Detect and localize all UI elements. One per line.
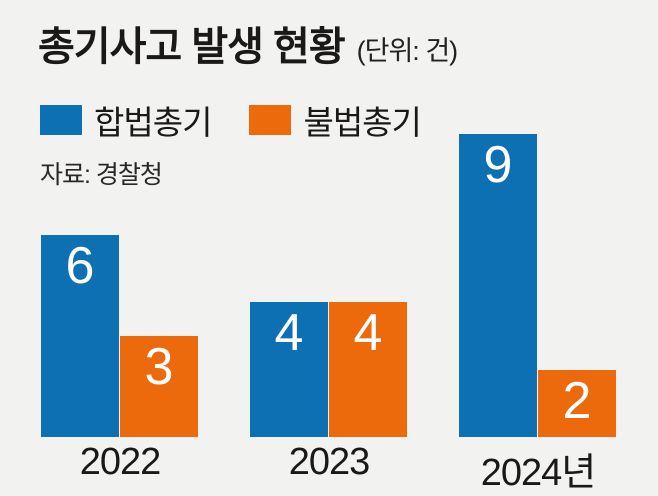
bar-legal-2023: 4 [250,302,328,437]
bar-illegal-2022: 3 [120,336,198,437]
chart-header: 총기사고 발생 현황 (단위: 건) [38,14,459,72]
chart-title: 총기사고 발생 현황 [38,25,346,69]
bar-illegal-2023: 4 [329,302,407,437]
x-axis-label-2022: 2022 [79,441,162,483]
bar-value-label: 6 [65,237,95,295]
chart-unit-label: (단위: 건) [356,36,459,66]
bar-value-label: 9 [483,136,513,194]
bar-value-label: 4 [274,304,304,362]
x-axis-label-2024: 2024년 [480,452,597,494]
x-axis-label-2023: 2023 [288,441,371,483]
legend-item-legal: 합법총기 [40,96,212,144]
legend: 합법총기 불법총기 [40,96,422,144]
bar-legal-2024: 9 [459,134,537,437]
bar-value-label: 2 [562,372,592,430]
bar-legal-2022: 6 [41,235,119,437]
bar-illegal-2024: 2 [538,370,616,437]
legend-label-illegal: 불법총기 [303,104,421,141]
legend-label-legal: 합법총기 [94,104,212,141]
legend-swatch-illegal [249,105,292,135]
bar-value-label: 3 [144,338,174,396]
bar-value-label: 4 [353,304,383,362]
legend-item-illegal: 불법총기 [249,96,422,144]
legend-swatch-legal [40,105,82,135]
source-label: 자료: 경찰청 [40,161,163,189]
